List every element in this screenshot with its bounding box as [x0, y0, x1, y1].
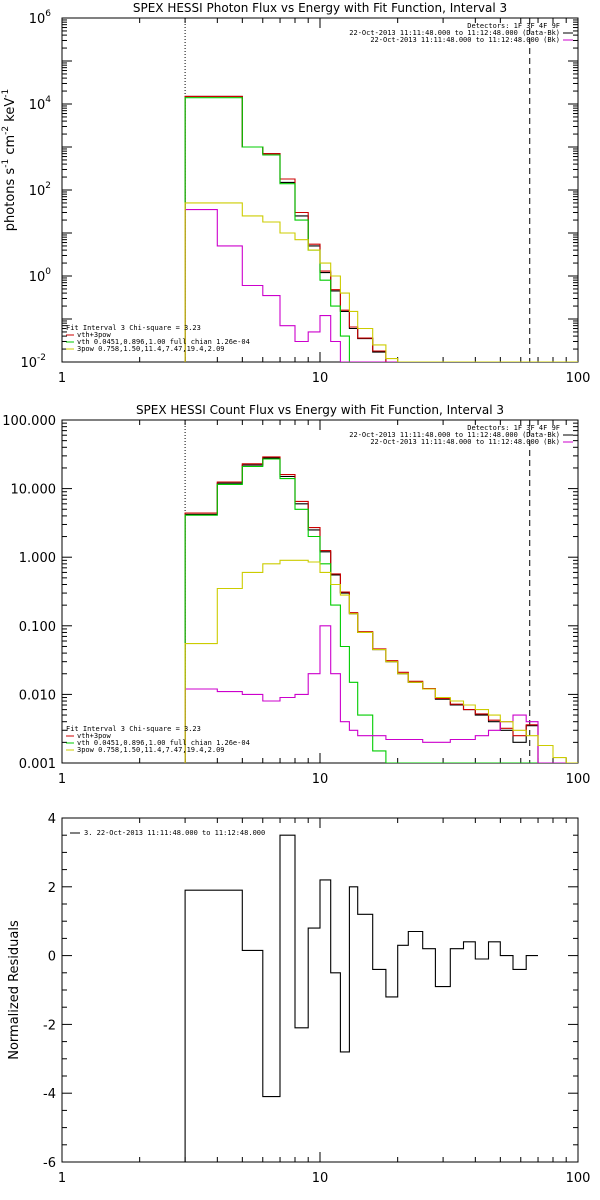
y-tick-label: -2 — [43, 1018, 56, 1033]
legend-entry-bottom-left: 3pow 0.758,1.50,11.4,7.47,19.4,2.09 — [77, 746, 225, 754]
series-line-3 — [184, 97, 578, 362]
y-tick-exponent: -2 — [37, 353, 46, 363]
panel-2: SPEX HESSI Count Flux vs Energy with Fit… — [2, 403, 590, 787]
y-tick-label: 102 — [29, 181, 51, 199]
y-tick-exponent: 2 — [45, 181, 51, 191]
y-label-exp: -2 — [1, 126, 11, 135]
series-line-3 — [184, 458, 578, 763]
y-tick-label: 4 — [48, 812, 56, 827]
x-tick-label: 1 — [58, 1171, 66, 1186]
y-tick-label: 104 — [29, 95, 52, 113]
y-tick-label: 0.100 — [19, 620, 56, 635]
y-tick-label: 0.010 — [19, 688, 56, 703]
series-line-2 — [184, 456, 578, 763]
y-label-part: photons s — [3, 168, 18, 232]
y-tick-label: 0 — [48, 950, 56, 965]
x-tick-label: 10 — [312, 1171, 329, 1186]
x-tick-label: 10 — [312, 371, 329, 386]
x-tick-label: 1 — [58, 772, 66, 787]
y-tick-label: 10-2 — [20, 353, 46, 371]
legend-entry-bottom-left: vth+3pow — [77, 331, 112, 339]
y-tick-exponent: 6 — [45, 9, 51, 19]
y-tick-label: 100.000 — [2, 414, 56, 429]
y-tick-label: 2 — [48, 881, 56, 896]
x-tick-label: 10 — [312, 772, 329, 787]
y-tick-label: 0.001 — [19, 757, 56, 772]
y-axis-label: Normalized Residuals — [7, 920, 22, 1060]
y-tick-label: 100 — [29, 267, 52, 285]
series-line-1 — [184, 834, 538, 1162]
y-tick-label: -6 — [43, 1156, 56, 1171]
legend-entry-top-right: 22-Oct-2013 11:11:48.000 to 11:12:48.000… — [349, 29, 560, 37]
series-line-5 — [184, 559, 578, 763]
y-label-exp: -1 — [1, 159, 11, 168]
plot-area — [184, 18, 578, 362]
x-tick-label: 100 — [566, 1171, 591, 1186]
y-tick-label: 1.000 — [19, 551, 56, 566]
legend-entry-top-right: 22-Oct-2013 11:11:48.000 to 11:12:48.000… — [349, 431, 560, 439]
series-line-1 — [184, 95, 578, 362]
y-tick-label: 10.000 — [11, 483, 57, 498]
plot-frame — [61, 419, 579, 764]
panel-3: 1 10 100 -6 -4 -2 0 2 4 Normalized Residuals 3. 22… — [7, 812, 590, 1186]
legend-entry-bottom-left: Fit Interval 3 Chi-square = 3.23 — [66, 324, 201, 332]
series-line-5 — [184, 202, 578, 362]
y-label-exp: -1 — [1, 89, 11, 98]
legend-entry-bottom-left: vth 0.0451,0.896,1.00 full chian 1.26e-0… — [77, 338, 250, 346]
series-line-4 — [184, 209, 578, 362]
x-tick-label: 100 — [566, 371, 591, 386]
x-tick-label: 1 — [58, 371, 66, 386]
plot-area — [184, 834, 538, 1162]
legend-entry-top-left: 3. 22-Oct-2013 11:11:48.000 to 11:12:48.… — [84, 829, 265, 837]
legend-entry-bottom-left: vth 0.0451,0.896,1.00 full chian 1.26e-0… — [77, 739, 250, 747]
y-tick-label: 106 — [29, 9, 52, 27]
x-tick-label: 100 — [566, 772, 591, 787]
y-axis-label: photons s-1 cm-2 keV-1 — [1, 89, 18, 231]
series-line-2 — [184, 95, 578, 362]
y-tick-exponent: 0 — [45, 267, 51, 277]
chart-title: SPEX HESSI Count Flux vs Energy with Fit… — [136, 403, 504, 417]
charts-root: SPEX HESSI Photon Flux vs Energy with Fi… — [1, 1, 590, 1186]
y-tick-label: -4 — [43, 1087, 56, 1102]
legend-entry-top-right: 22-Oct-2013 11:11:48.000 to 11:12:48.000… — [370, 438, 560, 446]
y-label-part: keV — [3, 98, 18, 126]
plot-frame — [61, 17, 579, 363]
chart-title: SPEX HESSI Photon Flux vs Energy with Fi… — [133, 1, 507, 15]
legend-entry-top-right: Detectors: 1F 3F 4F 9F — [467, 424, 560, 432]
panel-1: SPEX HESSI Photon Flux vs Energy with Fi… — [1, 1, 590, 386]
plot-frame — [61, 817, 579, 1163]
y-tick-exponent: 4 — [45, 95, 51, 105]
y-label-part: cm — [3, 135, 18, 159]
plot-area — [184, 420, 578, 763]
legend-entry-bottom-left: 3pow 0.758,1.50,11.4,7.47,19.4,2.09 — [77, 345, 225, 353]
series-line-1 — [184, 457, 578, 763]
legend-entry-bottom-left: vth+3pow — [77, 732, 112, 740]
legend-entry-top-right: Detectors: 1F 3F 4F 9F — [467, 22, 560, 30]
legend-entry-top-right: 22-Oct-2013 11:11:48.000 to 11:12:48.000… — [370, 36, 560, 44]
legend-entry-bottom-left: Fit Interval 3 Chi-square = 3.23 — [66, 725, 201, 733]
